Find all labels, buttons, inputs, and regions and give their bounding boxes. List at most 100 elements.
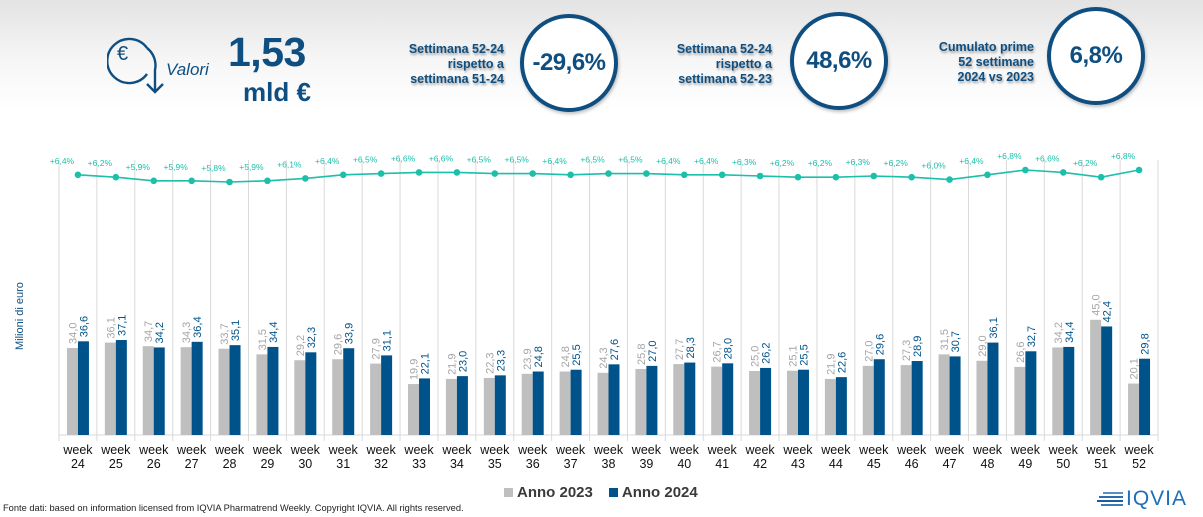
growth-label: +6,4% bbox=[50, 156, 75, 166]
value-label-2024: 28,9 bbox=[912, 336, 924, 357]
value-label-2023: 31,5 bbox=[939, 329, 951, 350]
growth-point bbox=[453, 169, 461, 176]
growth-point bbox=[377, 170, 385, 177]
value-label-2023: 45,0 bbox=[1091, 294, 1103, 315]
x-tick-label: week bbox=[290, 443, 321, 457]
bar-2023 bbox=[483, 377, 495, 435]
bar-2024 bbox=[570, 369, 582, 435]
value-label-2024: 36,6 bbox=[78, 316, 90, 337]
value-label-2024: 36,4 bbox=[192, 316, 204, 337]
bar-2024 bbox=[381, 355, 393, 435]
growth-point bbox=[946, 176, 953, 183]
growth-point bbox=[1135, 166, 1143, 174]
growth-label: +6,2% bbox=[1073, 158, 1098, 168]
x-tick-label: 26 bbox=[147, 457, 161, 470]
x-tick-label: week bbox=[858, 443, 889, 457]
growth-label: +6,5% bbox=[505, 155, 530, 165]
growth-point bbox=[188, 177, 195, 185]
logo-text: IQVIA bbox=[1126, 487, 1188, 510]
growth-point bbox=[264, 177, 271, 185]
bar-2024 bbox=[1139, 358, 1151, 435]
growth-label: +6,2% bbox=[808, 158, 833, 168]
x-tick-label: week bbox=[1123, 443, 1154, 457]
value-label-2024: 26,2 bbox=[761, 343, 773, 364]
value-label-2023: 26,7 bbox=[712, 341, 724, 362]
x-tick-label: 45 bbox=[867, 457, 881, 470]
value-label-2023: 29,6 bbox=[333, 334, 345, 355]
bar-2023 bbox=[408, 384, 420, 435]
value-label-2024: 25,5 bbox=[798, 344, 810, 365]
growth-point bbox=[226, 178, 233, 186]
bar-2024 bbox=[115, 340, 127, 435]
growth-label: +6,6% bbox=[1035, 153, 1060, 163]
bar-2023 bbox=[218, 348, 230, 435]
bar-2024 bbox=[343, 348, 355, 435]
growth-label: +6,6% bbox=[429, 153, 454, 163]
x-tick-label: week bbox=[896, 443, 927, 457]
x-tick-label: 48 bbox=[981, 457, 995, 470]
growth-label: +5,9% bbox=[239, 162, 264, 172]
growth-label: +6,5% bbox=[467, 155, 492, 165]
x-tick-label: week bbox=[62, 443, 93, 457]
growth-label: +6,2% bbox=[88, 158, 113, 168]
value-label-2023: 27,0 bbox=[863, 340, 875, 361]
growth-point bbox=[74, 171, 82, 179]
x-tick-label: 50 bbox=[1056, 457, 1070, 470]
x-tick-label: week bbox=[744, 443, 775, 457]
bar-2023 bbox=[370, 363, 382, 435]
stat-circle-week-vs-prev: -29,6% bbox=[520, 14, 618, 112]
value-label-2023: 27,9 bbox=[371, 338, 383, 359]
x-tick-label: week bbox=[214, 443, 245, 457]
bar-2024 bbox=[987, 342, 999, 435]
kpi-unit: mld € bbox=[243, 77, 311, 107]
stat-value: 6,8% bbox=[1069, 42, 1123, 69]
value-label-2024: 37,1 bbox=[116, 315, 128, 336]
svg-text:€: € bbox=[117, 43, 128, 65]
x-tick-label: 30 bbox=[298, 457, 312, 470]
growth-label: +5,8% bbox=[201, 163, 226, 173]
x-tick-label: week bbox=[820, 443, 851, 457]
growth-label: +6,8% bbox=[997, 151, 1022, 161]
growth-point bbox=[870, 172, 878, 180]
x-tick-label: week bbox=[479, 443, 510, 457]
growth-point bbox=[643, 170, 650, 177]
x-tick-label: 33 bbox=[412, 457, 426, 470]
x-tick-label: 46 bbox=[905, 457, 919, 470]
growth-point bbox=[339, 171, 347, 179]
x-tick-label: week bbox=[593, 443, 624, 457]
value-label-2024: 28,3 bbox=[685, 337, 697, 358]
value-label-2024: 32,7 bbox=[1026, 326, 1038, 347]
stat-value: -29,6% bbox=[532, 49, 606, 76]
x-tick-label: week bbox=[972, 443, 1003, 457]
value-label-2023: 25,1 bbox=[787, 345, 799, 366]
x-tick-label: 41 bbox=[715, 457, 729, 470]
value-label-2024: 30,7 bbox=[950, 331, 962, 352]
growth-point bbox=[529, 170, 537, 177]
bar-2024 bbox=[494, 375, 506, 435]
growth-label: +6,4% bbox=[959, 156, 984, 166]
bar-2023 bbox=[673, 364, 685, 435]
x-tick-label: 43 bbox=[791, 457, 805, 470]
value-label-2024: 28,0 bbox=[723, 338, 735, 359]
x-tick-label: week bbox=[934, 443, 965, 457]
value-label-2023: 29,0 bbox=[977, 335, 989, 356]
stat-circle-cumulative: 6,8% bbox=[1047, 7, 1145, 105]
growth-label: +6,5% bbox=[618, 155, 643, 165]
bar-2024 bbox=[835, 377, 847, 435]
bar-2024 bbox=[1063, 346, 1075, 435]
value-label-2023: 27,7 bbox=[674, 339, 686, 360]
x-tick-label: week bbox=[176, 443, 207, 457]
growth-point bbox=[1059, 169, 1067, 176]
growth-point bbox=[1097, 173, 1105, 181]
x-tick-label: week bbox=[1086, 443, 1117, 457]
bar-2024 bbox=[191, 341, 203, 435]
x-tick-label: 34 bbox=[450, 457, 464, 470]
kpi-value: 1,53 bbox=[228, 29, 306, 75]
bar-2023 bbox=[749, 371, 761, 435]
growth-label: +6,4% bbox=[542, 156, 567, 166]
legend-label: Anno 2024 bbox=[621, 484, 698, 501]
bar-2023 bbox=[862, 365, 874, 435]
bar-2023 bbox=[1052, 347, 1064, 435]
bar-2024 bbox=[77, 341, 89, 435]
growth-label: +6,4% bbox=[656, 156, 681, 166]
